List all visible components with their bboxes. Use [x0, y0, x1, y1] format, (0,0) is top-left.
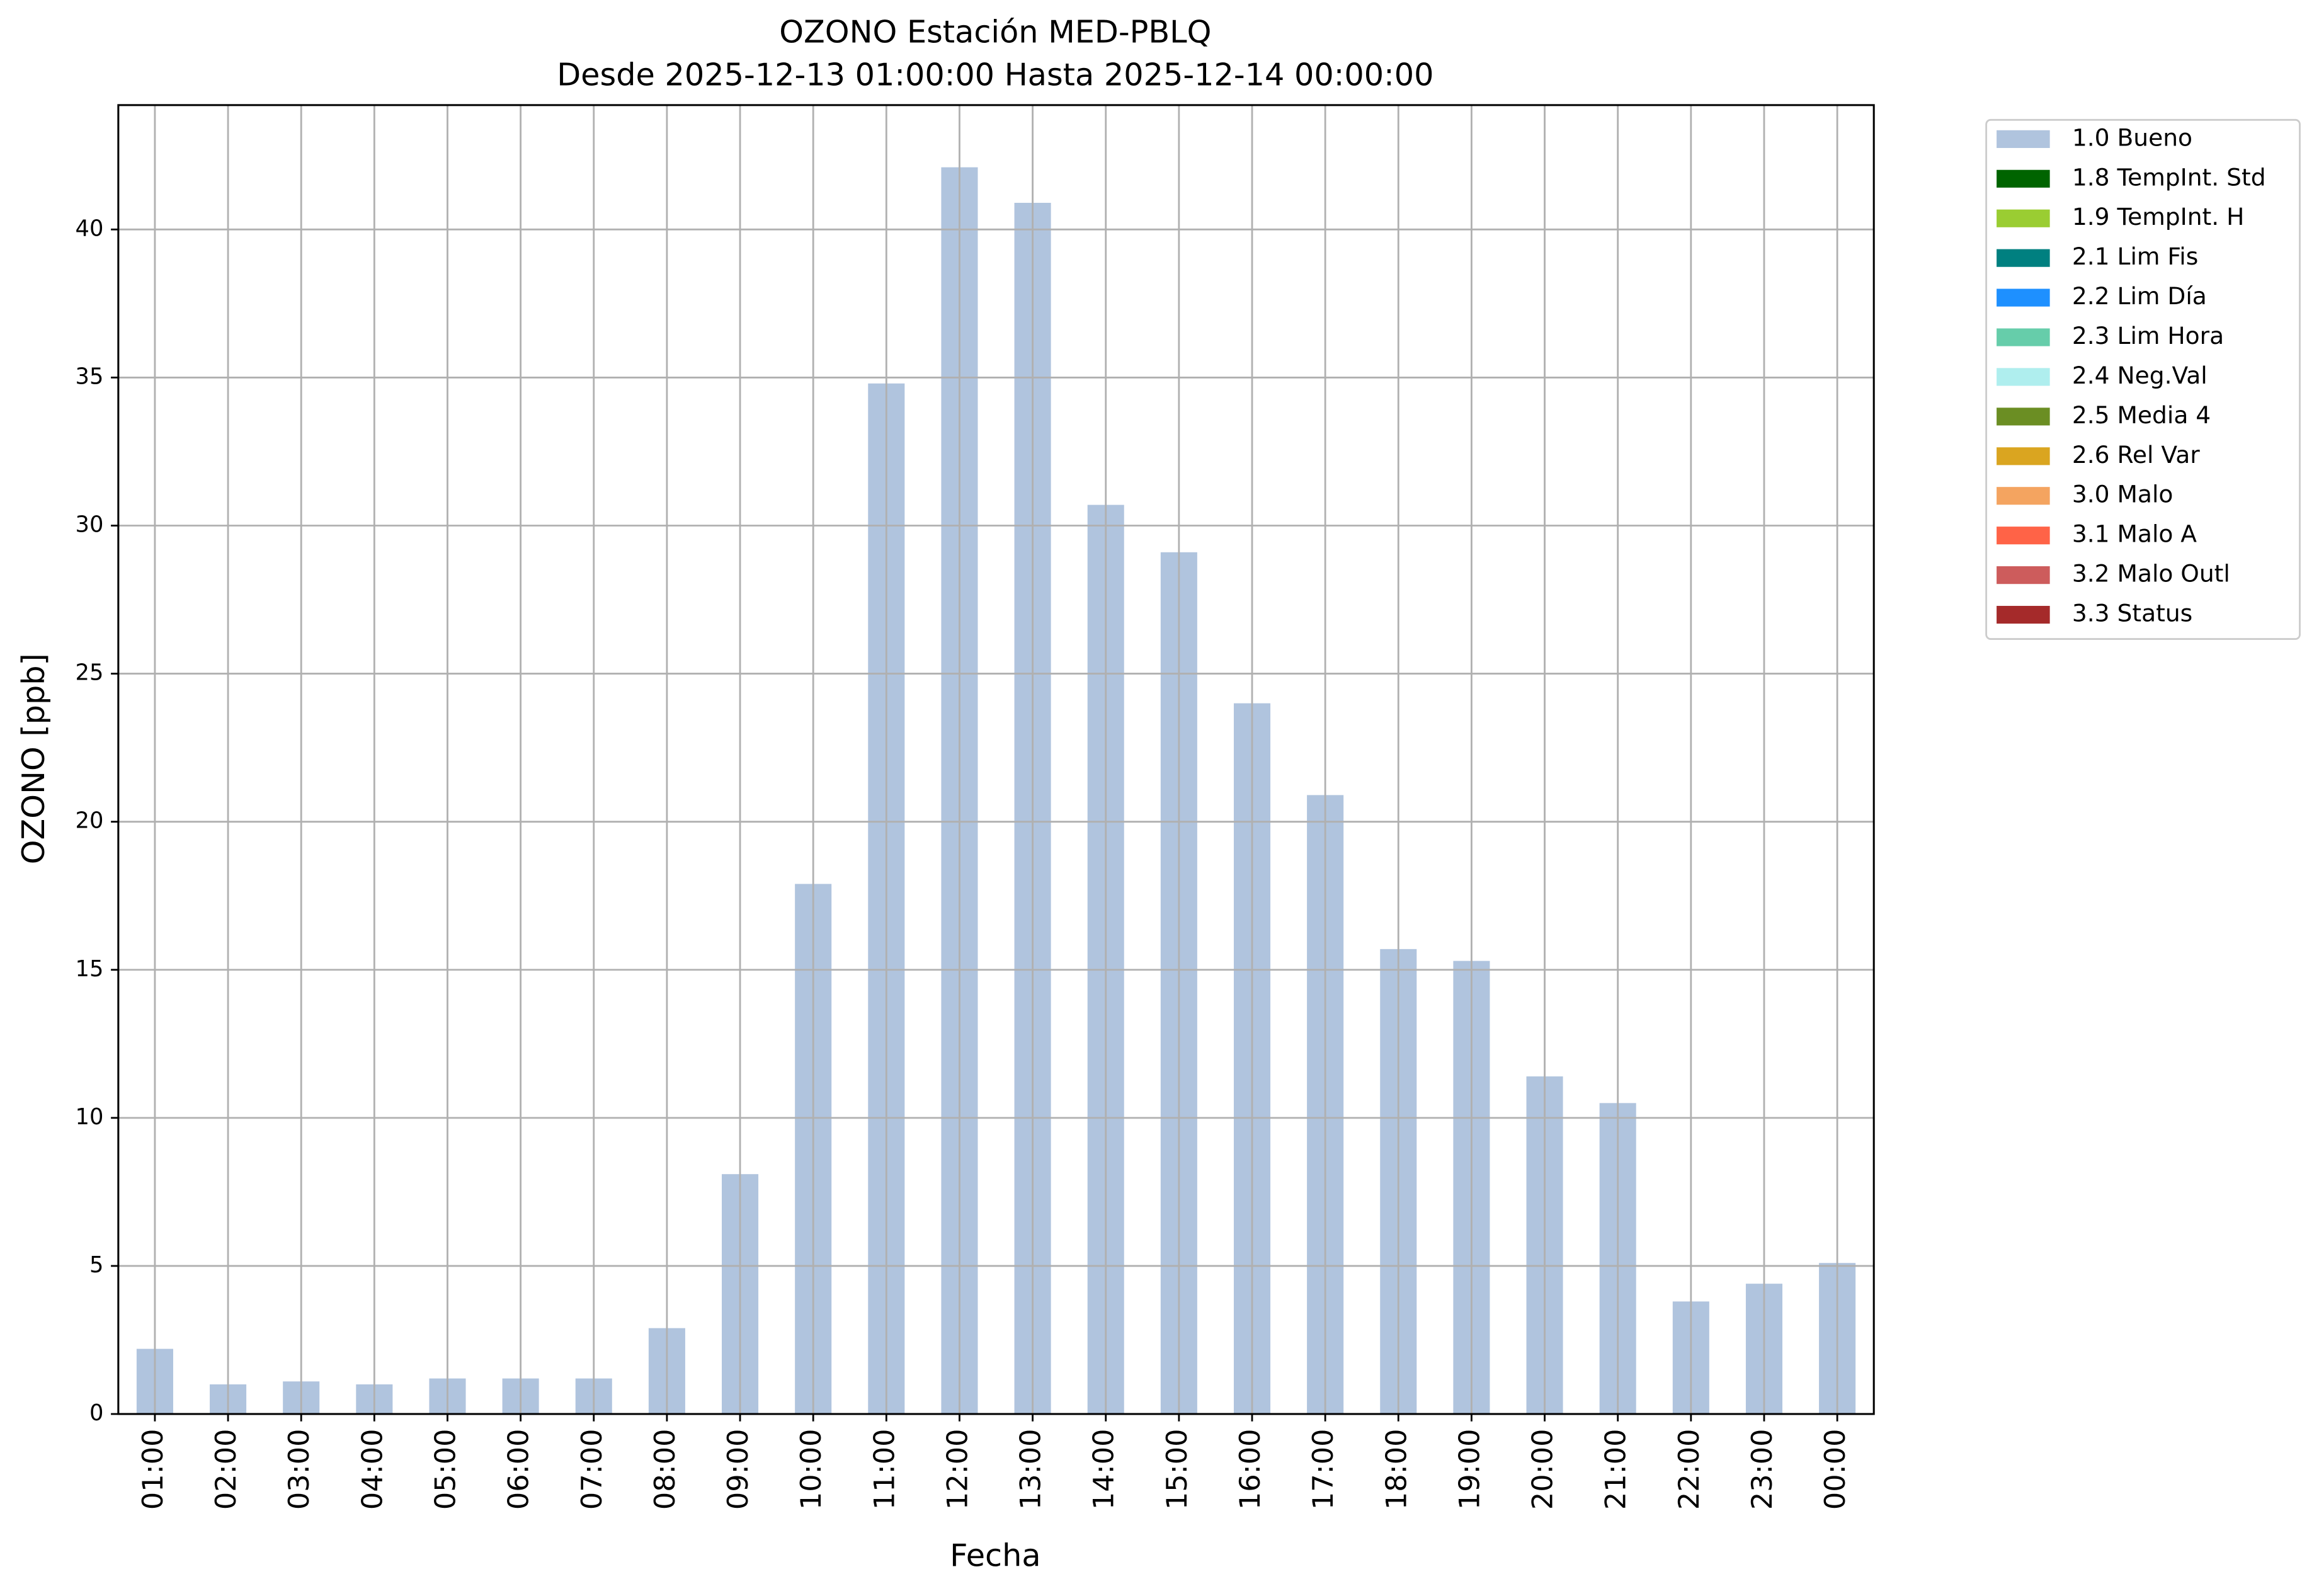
x-tick-label: 18:00: [1380, 1429, 1413, 1510]
x-tick-label: 16:00: [1234, 1429, 1267, 1510]
legend-swatch: [1997, 288, 2050, 307]
x-tick-label: 02:00: [210, 1429, 242, 1510]
plot-area: [118, 105, 1874, 1415]
y-axis-label: OZONO [ppb]: [15, 653, 52, 864]
y-tick-label: 40: [76, 215, 104, 241]
legend-label: 3.1 Malo A: [2072, 520, 2197, 548]
legend-label: 2.5 Media 4: [2072, 401, 2211, 429]
x-axis-label: Fecha: [950, 1537, 1041, 1573]
legend-label: 2.1 Lim Fis: [2072, 242, 2198, 270]
x-tick-label: 23:00: [1746, 1429, 1779, 1510]
x-tick-label: 07:00: [576, 1429, 608, 1510]
legend-label: 2.4 Neg.Val: [2072, 362, 2208, 389]
legend-swatch: [1997, 209, 2050, 227]
legend-swatch: [1997, 566, 2050, 584]
x-tick-label: 10:00: [795, 1429, 828, 1510]
chart-subtitle: Desde 2025-12-13 01:00:00 Hasta 2025-12-…: [557, 57, 1433, 93]
x-tick-label: 12:00: [941, 1429, 974, 1510]
legend-label: 2.2 Lim Día: [2072, 282, 2207, 310]
legend-box: [1985, 118, 2301, 640]
x-tick-label: 14:00: [1088, 1429, 1120, 1510]
y-tick-label: 5: [89, 1252, 103, 1278]
chart-title: OZONO Estación MED-PBLQ: [779, 14, 1211, 50]
legend-swatch: [1997, 130, 2050, 148]
y-tick-label: 20: [76, 808, 104, 834]
y-tick-label: 15: [76, 956, 104, 982]
legend-swatch: [1997, 447, 2050, 465]
x-tick-label: 21:00: [1600, 1429, 1632, 1510]
y-tick-label: 35: [76, 363, 104, 389]
x-tick-label: 17:00: [1307, 1429, 1340, 1510]
legend-swatch: [1997, 527, 2050, 545]
legend-swatch: [1997, 328, 2050, 346]
x-tick-label: 19:00: [1453, 1429, 1486, 1510]
legend-swatch: [1997, 487, 2050, 505]
y-tick-label: 10: [76, 1104, 104, 1130]
x-tick-label: 15:00: [1161, 1429, 1194, 1510]
legend-label: 3.2 Malo Outl: [2072, 560, 2230, 588]
legend-label: 2.3 Lim Hora: [2072, 322, 2224, 350]
legend-swatch: [1997, 408, 2050, 426]
x-tick-label: 08:00: [649, 1429, 681, 1510]
y-tick-label: 25: [76, 660, 104, 686]
x-tick-label: 00:00: [1819, 1429, 1852, 1510]
x-tick-label: 04:00: [356, 1429, 389, 1510]
x-tick-label: 06:00: [503, 1429, 535, 1510]
x-tick-label: 11:00: [868, 1429, 901, 1510]
legend-label: 2.6 Rel Var: [2072, 441, 2200, 469]
legend-label: 3.0 Malo: [2072, 481, 2174, 508]
x-tick-label: 05:00: [429, 1429, 462, 1510]
plot-frame: [117, 104, 1875, 1415]
x-tick-label: 22:00: [1673, 1429, 1706, 1510]
legend-swatch: [1997, 605, 2050, 624]
legend-swatch: [1997, 169, 2050, 188]
x-tick-label: 13:00: [1015, 1429, 1047, 1510]
y-tick-label: 30: [76, 512, 104, 538]
x-tick-label: 03:00: [283, 1429, 316, 1510]
x-tick-label: 01:00: [137, 1429, 169, 1510]
legend-label: 1.0 Bueno: [2072, 123, 2192, 151]
legend-swatch: [1997, 249, 2050, 267]
x-tick-label: 09:00: [722, 1429, 755, 1510]
legend-label: 1.9 TempInt. H: [2072, 203, 2245, 231]
y-tick-label: 0: [89, 1400, 103, 1426]
legend-label: 3.3 Status: [2072, 600, 2192, 627]
legend-label: 1.8 TempInt. Std: [2072, 163, 2266, 191]
legend-swatch: [1997, 368, 2050, 386]
x-tick-label: 20:00: [1527, 1429, 1559, 1510]
